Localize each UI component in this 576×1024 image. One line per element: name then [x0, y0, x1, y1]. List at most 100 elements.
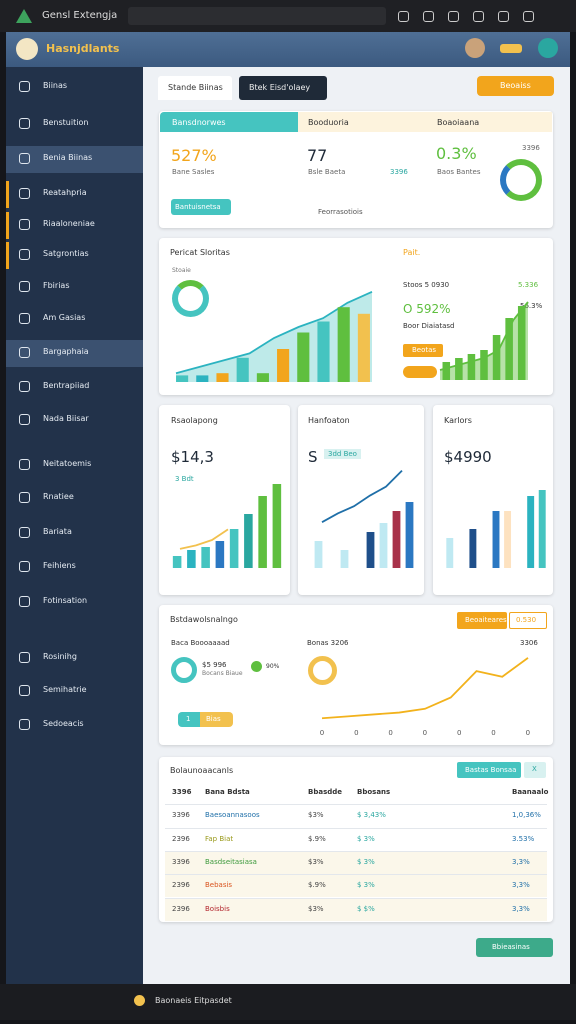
tab[interactable]	[239, 76, 327, 100]
menu-icon	[19, 347, 30, 358]
stat-card	[298, 405, 424, 595]
table-cell: 3,3%	[512, 858, 530, 866]
pill[interactable]	[200, 712, 233, 727]
close-button[interactable]	[524, 762, 546, 778]
sidebar	[6, 67, 143, 984]
card-value: $4990	[444, 448, 492, 466]
menu-item[interactable]: Neitatoemis	[43, 459, 92, 468]
table-cell: Baesoannasoos	[205, 811, 260, 819]
table-cell: 3,3%	[512, 881, 530, 889]
pill[interactable]	[178, 712, 200, 727]
menu-icon	[19, 414, 30, 425]
pill-label: 1	[186, 715, 191, 723]
menu-item[interactable]: Semihatrie	[43, 685, 87, 694]
menu-item[interactable]: Sedoeacis	[43, 719, 84, 728]
tab-label: Btek Eisd'olaey	[249, 83, 311, 92]
chip: 3 Bdt	[175, 475, 194, 483]
button[interactable]	[457, 612, 507, 629]
table-header: Bbosans	[357, 788, 391, 796]
avatar[interactable]	[465, 38, 485, 58]
card-title: Rsaolapong	[171, 416, 218, 425]
menu-item[interactable]: Rnatiee	[43, 492, 74, 501]
menu-item[interactable]: Bentrapiiad	[43, 381, 90, 390]
table-cell: $3%	[308, 905, 324, 913]
stat-card	[159, 405, 290, 595]
row-line	[165, 851, 547, 852]
menu-item[interactable]: Fotinsation	[43, 596, 88, 605]
kpi-button[interactable]	[171, 199, 231, 215]
menu-item[interactable]: Bariata	[43, 527, 72, 536]
menu-item[interactable]: Bargaphaia	[43, 347, 89, 356]
table-cell: 2396	[172, 835, 190, 843]
table-cell: Boisbis	[205, 905, 230, 913]
footer-button-label: Bbieasinas	[492, 943, 530, 951]
menu-icon	[19, 685, 30, 696]
menu-item[interactable]: Fbirias	[43, 281, 70, 290]
card-title: Bolaunoaacanls	[170, 766, 234, 775]
kpi-value: 0.3%	[436, 144, 477, 163]
badge	[500, 44, 522, 53]
card-sub: Stoaie	[172, 267, 191, 274]
kpi-head	[160, 112, 298, 132]
caption: Boor Diaiatasd	[403, 322, 455, 330]
taskbar	[0, 984, 576, 1020]
menu-icon	[19, 561, 30, 572]
ring	[172, 280, 209, 317]
table-cell: Fap Biat	[205, 835, 234, 843]
menu-icon	[19, 459, 30, 470]
menu-icon	[19, 719, 30, 730]
menu-icon	[19, 153, 30, 164]
sales-card	[159, 238, 553, 395]
row-line	[165, 804, 547, 805]
pct: 56.3%	[520, 302, 543, 310]
kpi-extra: 3396	[390, 168, 408, 176]
pct: 90%	[266, 663, 280, 670]
table-cell: $ 3%	[357, 835, 375, 843]
footer-button[interactable]	[476, 938, 553, 957]
table-cell: $.9%	[308, 881, 326, 889]
table-header: Bbasdde	[308, 788, 343, 796]
menu-icon	[19, 219, 30, 230]
table-cell: $ 3%	[357, 858, 375, 866]
menu-accent	[6, 212, 9, 239]
value: 3306	[520, 639, 538, 647]
menu-item[interactable]: Nada Biisar	[43, 414, 89, 423]
menu-item[interactable]: Reatahpria	[43, 188, 87, 197]
menu-item[interactable]: Biinas	[43, 81, 68, 90]
table-button-label: Bastas Bonsaa	[465, 766, 517, 774]
address-bar[interactable]	[128, 7, 386, 25]
value: $5 996	[202, 661, 227, 669]
badge	[403, 344, 443, 357]
menu-item[interactable]: Rosinihg	[43, 652, 77, 661]
button[interactable]	[509, 612, 547, 629]
table-cell: 1,0,36%	[512, 811, 541, 819]
app-logo	[16, 38, 38, 60]
button-label: 0.530	[516, 616, 537, 624]
table-button[interactable]	[457, 762, 521, 778]
table-header: Baanaalo	[512, 788, 549, 796]
tab-title: Gensl Extengja	[42, 10, 118, 21]
row-stripe	[165, 852, 547, 874]
kpi-button-label: Bantuisnetsa	[175, 203, 221, 211]
menu-item[interactable]: Feihiens	[43, 561, 76, 570]
table-cell: 3.53%	[512, 835, 535, 843]
menu-icon	[19, 281, 30, 292]
menu-icon	[19, 652, 30, 663]
kpi-label: Booduoria	[308, 118, 349, 127]
menu-item[interactable]: Satgrontias	[43, 249, 89, 258]
avatar[interactable]	[538, 38, 558, 58]
menu-item[interactable]: Riaaloneniae	[43, 219, 95, 228]
tab[interactable]	[158, 76, 232, 100]
tab-label: Stande Biinas	[168, 83, 223, 92]
card-title: Bstdawolsnalngo	[170, 615, 238, 624]
table-cell: 3396	[172, 858, 190, 866]
menu-item[interactable]: Benstuition	[43, 118, 89, 127]
toggle[interactable]	[403, 366, 437, 378]
close-label: X	[532, 765, 537, 773]
action-button[interactable]	[477, 76, 554, 96]
menu-item[interactable]: Benia Biinas	[43, 153, 93, 162]
menu-item[interactable]: Am Gasias	[43, 313, 86, 322]
kpi-sub: Bane Sasles	[172, 168, 215, 176]
kpi-note: Feorrasotiois	[318, 208, 363, 216]
